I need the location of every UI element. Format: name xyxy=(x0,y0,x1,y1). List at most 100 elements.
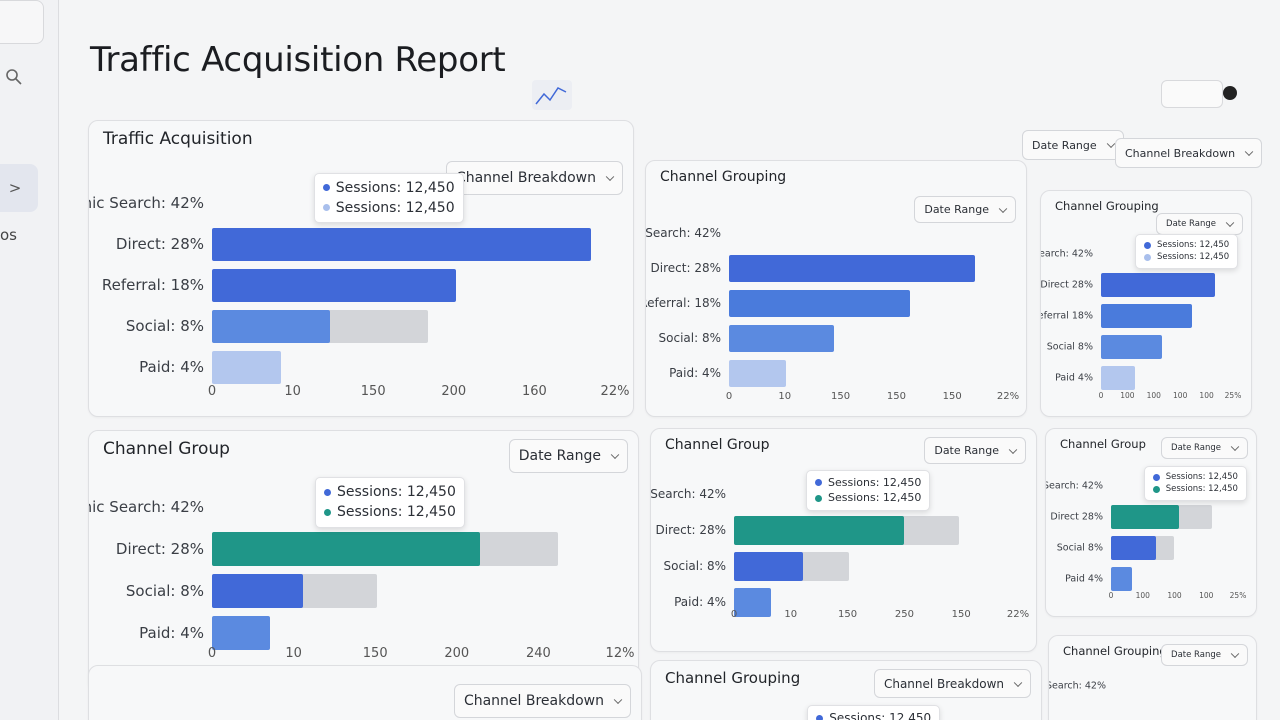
bar[interactable] xyxy=(1111,536,1156,560)
avatar-dot xyxy=(1223,86,1237,100)
axis-label: 150 xyxy=(886,391,906,402)
legend-dot xyxy=(1144,253,1151,261)
bar[interactable] xyxy=(1101,273,1216,297)
axis-label: 0 xyxy=(1098,391,1104,401)
dropdown[interactable]: Date Range xyxy=(1156,213,1243,235)
axis-label: 150 xyxy=(831,391,851,402)
dropdown[interactable]: Date Range xyxy=(1161,437,1248,459)
bar[interactable] xyxy=(1101,304,1193,328)
axis-label: 160 xyxy=(521,383,547,399)
search-icon[interactable] xyxy=(5,68,23,86)
tooltip-text: Sessions: 12,450 xyxy=(337,484,456,500)
bar[interactable] xyxy=(734,551,804,581)
panel-title: Channel Group xyxy=(103,439,230,459)
bar[interactable] xyxy=(1111,567,1132,591)
axis-label: 10 xyxy=(285,645,302,661)
sidebar: > os xyxy=(0,0,59,720)
tooltip: Sessions: 12,450 Sessions: 12,450 xyxy=(1143,466,1247,501)
bar[interactable] xyxy=(212,574,303,608)
dropdown[interactable]: Date Range xyxy=(1161,644,1248,666)
dropdown[interactable]: Date Range xyxy=(924,437,1026,465)
axis-label: 150 xyxy=(942,391,962,402)
dropdown[interactable]: Channel Breakdown xyxy=(873,669,1031,699)
bar[interactable] xyxy=(1101,335,1163,359)
page-title: Traffic Acquisition Report xyxy=(90,40,506,80)
tooltip: Sessions: 12,450 Sessions: 12,450 xyxy=(806,469,931,512)
tooltip: Sessions: 12,450 Sessions: 12,450 xyxy=(315,477,465,528)
tooltip: Sessions: 12,450 xyxy=(807,705,941,720)
dropdown[interactable]: Channel Breakdown xyxy=(445,161,623,195)
axis-label: 150 xyxy=(360,383,386,399)
bar[interactable] xyxy=(212,227,591,261)
dropdown[interactable]: Date Range xyxy=(914,196,1016,224)
bar[interactable] xyxy=(212,309,331,343)
panel-title: Channel Grouping xyxy=(660,169,787,185)
bar[interactable] xyxy=(729,359,786,387)
bar[interactable] xyxy=(729,324,834,352)
legend-dot xyxy=(324,508,331,516)
row-label: Direct: 28% xyxy=(115,235,204,253)
row-label: Social: 8% xyxy=(663,559,726,573)
panel-title: Channel Group xyxy=(665,437,770,453)
bar[interactable] xyxy=(734,587,772,617)
row-label: Social 8% xyxy=(1046,341,1093,353)
bar[interactable] xyxy=(734,515,904,545)
row-label: Organic Search: 42% xyxy=(1048,680,1106,692)
axis-label: 100 xyxy=(1167,591,1182,601)
row-label: Paid: 4% xyxy=(139,624,204,642)
filter-dropdown[interactable]: Date Range xyxy=(1022,130,1124,160)
axis-label: 25% xyxy=(1229,591,1247,601)
legend-dot xyxy=(815,478,822,486)
bar[interactable] xyxy=(212,268,457,302)
axis-label: 0 xyxy=(725,391,733,402)
tooltip-text: Sessions: 12,450 xyxy=(337,504,456,521)
row-label: Organic Search: 42% xyxy=(89,498,204,516)
row-label: Organic Search: 42% xyxy=(1045,480,1103,492)
axis-label: 200 xyxy=(444,645,470,661)
bar[interactable] xyxy=(212,532,480,566)
tooltip-item: Sessions: 12,450 xyxy=(1144,239,1229,251)
axis-label: 100 xyxy=(1173,391,1188,401)
bar[interactable] xyxy=(1111,505,1180,529)
tooltip-text: Sessions: 12,450 xyxy=(828,491,922,505)
axis-label: 100 xyxy=(1135,591,1150,601)
row-label: Organic Search: 42% xyxy=(1040,248,1093,260)
chart-panel: Channel Breakdown xyxy=(88,665,642,720)
row-label: Paid 4% xyxy=(1065,573,1103,585)
legend-dot xyxy=(1152,473,1160,481)
tooltip-text: Sessions: 12,450 xyxy=(1165,484,1238,495)
bar[interactable] xyxy=(1101,366,1135,390)
dropdown[interactable]: Channel Breakdown xyxy=(453,684,631,718)
axis-label: 22% xyxy=(600,383,630,399)
row-label: Social: 8% xyxy=(658,331,721,345)
bar[interactable] xyxy=(729,254,976,282)
bar[interactable] xyxy=(212,350,282,384)
logo-button[interactable] xyxy=(0,0,44,44)
row-label: Social: 8% xyxy=(125,317,204,335)
legend-dot xyxy=(322,204,330,212)
tooltip-text: Sessions: 12,450 xyxy=(335,179,455,196)
axis-label: 250 xyxy=(894,609,914,620)
row-label: Direct 28% xyxy=(1050,511,1103,523)
chart-panel: Channel Group Date Range Organic Search: 4… xyxy=(650,428,1037,652)
expand-button[interactable]: > xyxy=(0,164,38,212)
axis-label: 100 xyxy=(1199,591,1214,601)
tooltip-item: Sessions: 12,450 xyxy=(322,178,455,198)
bar[interactable] xyxy=(212,616,270,650)
avatar[interactable] xyxy=(1161,80,1223,108)
panel-title: Channel Grouping xyxy=(665,669,801,687)
legend-dot xyxy=(1144,241,1151,249)
sidebar-item[interactable]: os xyxy=(0,226,17,244)
dropdown[interactable]: Date Range xyxy=(508,439,628,473)
row-label: Direct 28% xyxy=(1040,279,1093,291)
axis-label: 100 xyxy=(1146,391,1161,401)
tooltip-item: Sessions: 12,450 xyxy=(1144,251,1229,263)
filter-dropdown[interactable]: Channel Breakdown xyxy=(1115,138,1263,168)
bar[interactable] xyxy=(729,289,911,317)
legend-dot xyxy=(324,488,331,496)
main: Traffic Acquisition Report Date Range Ch… xyxy=(59,0,1280,720)
axis-label: 200 xyxy=(441,383,467,399)
